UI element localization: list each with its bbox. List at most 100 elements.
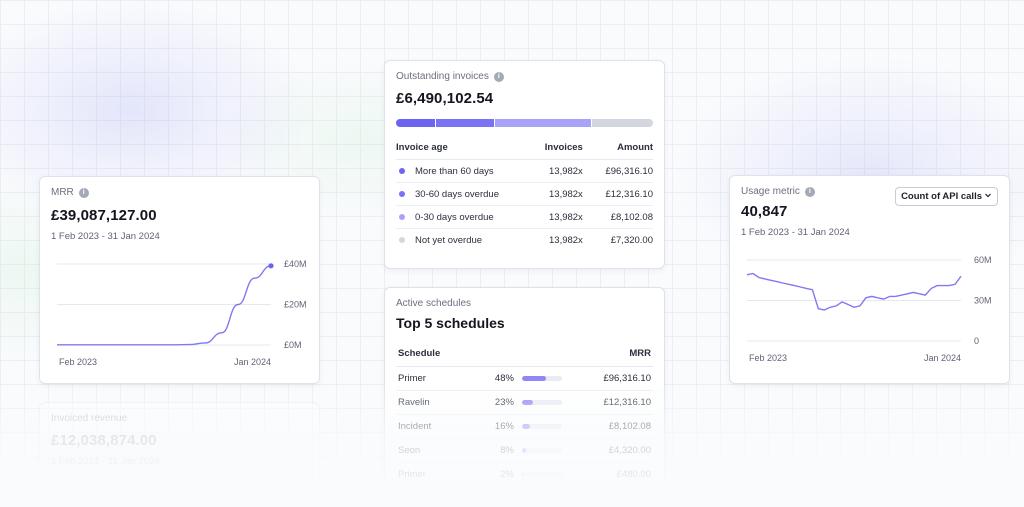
invoices-cell: 13,982x (530, 159, 591, 183)
x-tick-label: Jan 2024 (234, 357, 271, 367)
outstanding-label-row: Outstanding invoices i (396, 71, 653, 82)
invoices-cell: 13,982x (549, 235, 583, 246)
schedule-share-bar (521, 375, 562, 381)
schedule-share-bar (521, 423, 562, 429)
y-tick-label: 60M (974, 255, 992, 265)
schedule-share-bar (521, 447, 562, 453)
table-row[interactable]: Seon 8% £4,320.00 (396, 438, 653, 463)
schedules-title: Top 5 schedules (396, 315, 505, 331)
schedule-pct-cell: 48% (475, 366, 516, 391)
invoice-age-table: Invoice age Invoices Amount More than 60… (396, 137, 653, 251)
info-icon[interactable]: i (493, 71, 504, 82)
header-schedule: Schedule (396, 343, 476, 367)
schedule-pct-cell: 23% (475, 390, 516, 415)
schedules-table: Schedule MRR Primer 48% £96,316.10 Ravelin 2… (396, 343, 653, 487)
chevron-down-icon (984, 191, 992, 202)
outstanding-invoices-card: Outstanding invoices i £6,490,102.54 Inv… (384, 60, 665, 269)
usage-chart: 60M 30M 0 Feb 2023 Jan 2024 (746, 255, 992, 363)
usage-value: 40,847 (741, 203, 788, 220)
invoiced-value: £12,038,874.00 (51, 432, 157, 449)
legend-dot-icon (399, 191, 405, 198)
schedule-mrr-cell: £8,102.08 (563, 414, 653, 439)
y-tick-label: £40M (284, 259, 307, 269)
y-tick-label: 30M (974, 296, 992, 306)
table-row[interactable]: 0-30 days overdue 13,982x £8,102.08 (396, 205, 653, 229)
schedule-pct-cell: 16% (475, 414, 516, 439)
header-amount: Amount (590, 137, 653, 160)
header-invoice-age: Invoice age (396, 137, 531, 160)
info-icon[interactable]: i (78, 187, 89, 198)
legend-dot-icon (399, 237, 405, 244)
schedule-mrr-cell: £96,316.10 (563, 366, 653, 391)
amount-cell: £8,102.08 (590, 205, 653, 229)
usage-label: Usage metric (741, 186, 800, 197)
mrr-label-row: MRR i (51, 187, 308, 198)
table-header-row: Invoice age Invoices Amount (396, 137, 653, 160)
schedule-name-cell: Ravelin (396, 390, 476, 415)
mrr-date-range: 1 Feb 2023 - 31 Jan 2024 (51, 231, 160, 242)
info-icon[interactable]: i (804, 186, 815, 197)
invoice-age-cell: 0-30 days overdue (415, 212, 494, 223)
table-header-row: Schedule MRR (396, 343, 653, 367)
metric-select-value: Count of API calls (901, 191, 982, 202)
schedule-share-bar (521, 399, 562, 405)
usage-label-row: Usage metric i (741, 186, 998, 197)
schedules-label: Active schedules (396, 298, 472, 309)
stacked-bar-segment (434, 119, 494, 127)
invoiced-revenue-card: Invoiced revenue £12,038,874.00 1 Feb 20… (39, 402, 320, 507)
table-row[interactable]: 30-60 days overdue 13,982x £12,316.10 (396, 182, 653, 206)
invoiced-label: Invoiced revenue (51, 413, 128, 424)
table-row[interactable]: More than 60 days 13,982x £96,316.10 (396, 159, 653, 183)
mrr-card: MRR i £39,087,127.00 1 Feb 2023 - 31 Jan… (39, 176, 320, 384)
schedule-name-cell: Primer (396, 366, 476, 391)
schedule-mrr-cell: £480.00 (563, 462, 653, 487)
legend-dot-icon (399, 214, 405, 221)
amount-cell: £7,320.00 (610, 235, 653, 246)
amount-cell: £12,316.10 (590, 182, 653, 206)
mrr-value: £39,087,127.00 (51, 207, 157, 224)
mrr-chart: £40M £20M £0M Feb 2023 Jan 2024 (56, 259, 307, 367)
outstanding-label: Outstanding invoices (396, 71, 489, 82)
usage-date-range: 1 Feb 2023 - 31 Jan 2024 (741, 227, 850, 238)
schedule-pct-cell: 2% (475, 462, 516, 487)
series-line (746, 272, 962, 311)
table-row[interactable]: Incident 16% £8,102.08 (396, 414, 653, 439)
mrr-label: MRR (51, 187, 74, 198)
schedule-pct-cell: 8% (475, 438, 516, 463)
table-row[interactable]: Primer 2% £480.00 (396, 462, 653, 487)
stacked-bar-segment (493, 119, 592, 127)
x-tick-label: Feb 2023 (59, 357, 97, 367)
legend-dot-icon (399, 168, 405, 175)
schedule-mrr-cell: £12,316.10 (563, 390, 653, 415)
outstanding-value: £6,490,102.54 (396, 90, 494, 107)
stacked-bar-segment (591, 119, 653, 127)
table-row[interactable]: Not yet overdue 13,982x £7,320.00 (396, 229, 653, 252)
table-row[interactable]: Primer 48% £96,316.10 (396, 366, 653, 391)
amount-cell: £96,316.10 (590, 159, 653, 183)
header-invoices: Invoices (530, 137, 591, 160)
x-tick-label: Feb 2023 (749, 353, 787, 363)
y-tick-label: £20M (284, 300, 307, 310)
x-tick-label: Jan 2024 (924, 353, 961, 363)
invoice-age-cell: 30-60 days overdue (415, 189, 499, 200)
schedule-name-cell: Seon (396, 438, 476, 463)
table-row[interactable]: Ravelin 23% £12,316.10 (396, 390, 653, 415)
schedule-mrr-cell: £4,320.00 (563, 438, 653, 463)
series-end-point (268, 263, 274, 269)
schedule-name-cell: Primer (396, 462, 476, 487)
invoice-age-cell: Not yet overdue (415, 235, 483, 246)
stacked-bar-segment (396, 119, 435, 127)
invoices-cell: 13,982x (530, 182, 591, 206)
invoice-age-stacked-bar (396, 119, 653, 127)
schedule-name-cell: Incident (396, 414, 476, 439)
y-tick-label: 0 (974, 336, 979, 346)
usage-metric-card: Usage metric i Count of API calls 40,847… (729, 175, 1010, 384)
metric-select[interactable]: Count of API calls (895, 187, 998, 206)
schedule-share-bar (521, 471, 562, 477)
y-tick-label: £0M (284, 340, 302, 350)
invoice-age-cell: More than 60 days (415, 166, 494, 177)
invoices-cell: 13,982x (530, 205, 591, 229)
series-line (56, 265, 272, 346)
active-schedules-card: Active schedules Top 5 schedules Schedul… (384, 287, 665, 507)
invoiced-date-range: 1 Feb 2023 - 31 Jan 2024 (51, 456, 160, 467)
